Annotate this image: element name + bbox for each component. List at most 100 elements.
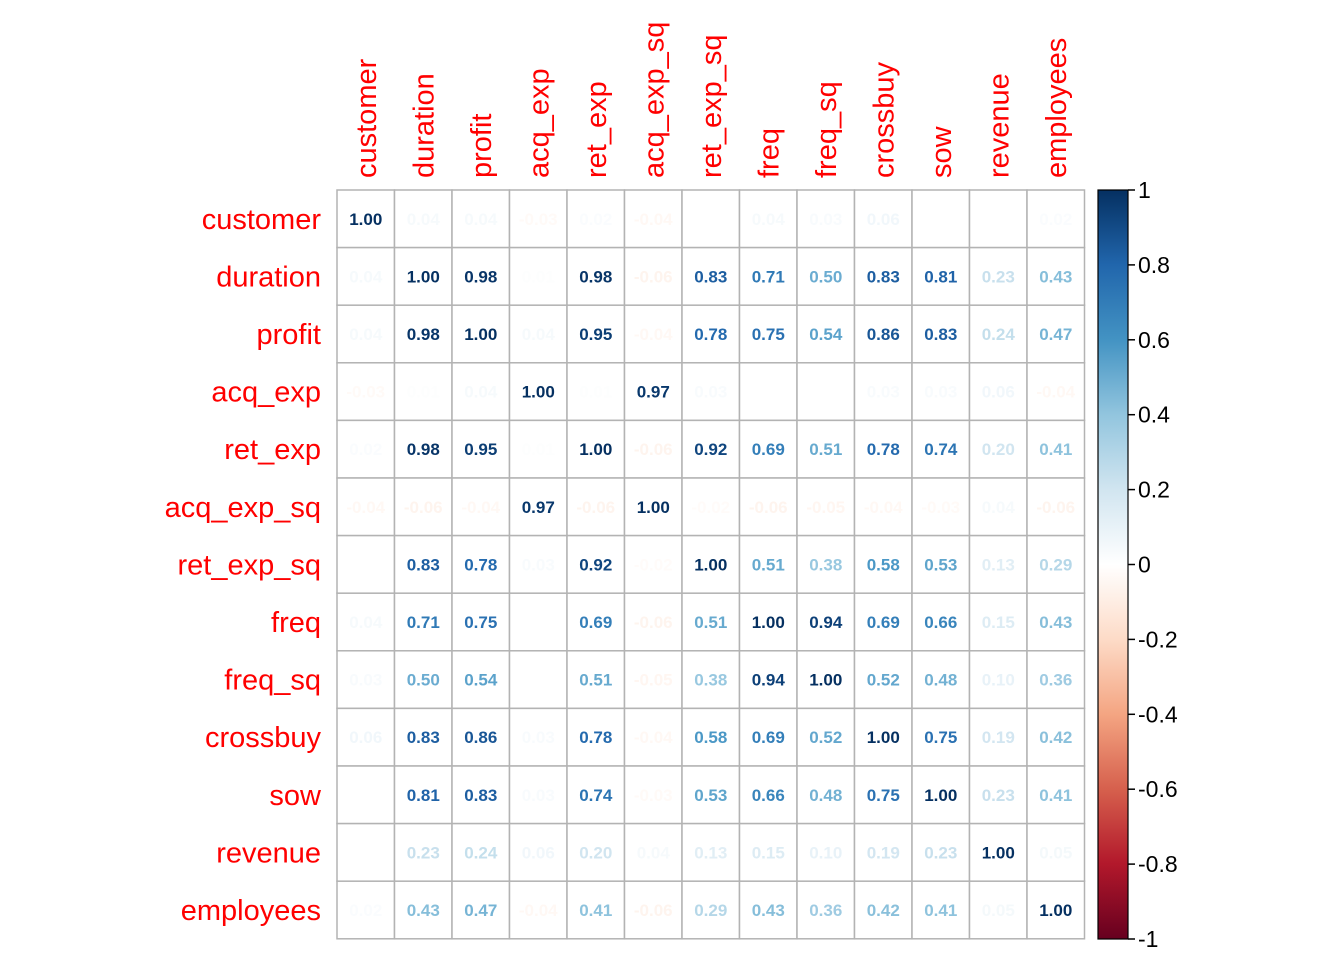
heatmap-cell [451,419,511,479]
cell-value-label: 0.01 [522,267,555,286]
cell-value-label: 0.74 [924,440,958,459]
cell-value-label: 0.83 [694,267,727,286]
heatmap-cell [623,880,683,940]
column-label: freq [753,128,785,178]
heatmap-cell [738,246,798,306]
cell-value-label: 0.75 [867,786,900,805]
column-labels: customer duration profit acq_exp ret_exp acq_… [351,22,1073,178]
cell-value-label: 0.00 [752,383,785,402]
heatmap-cell [566,477,626,537]
heatmap-cell [681,362,741,422]
cell-value-label: 0.01 [522,440,555,459]
heatmap-cell [566,304,626,364]
heatmap-cell [623,592,683,652]
heatmap-cell [336,304,396,364]
heatmap-cell [968,707,1028,767]
cell-value-label: 0.04 [349,267,383,286]
cell-value-label: 0.74 [579,786,613,805]
cell-value-label: 0.66 [752,786,785,805]
heatmap-cell [623,534,683,594]
heatmap-cell [336,246,396,306]
heatmap-cell [623,650,683,710]
cell-value-label: 0.24 [464,843,498,862]
colorbar-tick-label: 0.6 [1138,327,1170,353]
colorbar-tick-label: 0.2 [1138,477,1170,503]
cell-value-label: 0.43 [752,901,785,920]
cell-value-label: 1.00 [809,671,842,690]
colorbar-tick-label: 0.8 [1138,252,1170,278]
cell-value-label: -0.06 [634,267,673,286]
cell-value-label: -0.03 [921,498,960,517]
cell-value-label: -0.04 [634,728,673,747]
row-label: sow [269,780,322,812]
heatmap-cell [451,650,511,710]
colorbar-gradient [1097,189,1129,940]
heatmap-cell [508,246,568,306]
colorbar-tick-label: 0.4 [1138,402,1170,428]
cell-value-label: -0.04 [634,210,673,229]
heatmap-cell [681,246,741,306]
heatmap-cell [1026,534,1086,594]
cell-value-label: 0.53 [694,786,727,805]
cell-value-label: 0.47 [1039,325,1072,344]
cell-value-label: 0.03 [522,786,555,805]
heatmap-cell [508,765,568,825]
heatmap-cell [566,246,626,306]
cell-value-label: 0.83 [407,728,440,747]
colorbar-tick-label: 0 [1138,552,1151,578]
heatmap-cell [911,477,971,537]
heatmap-cell [738,822,798,882]
heatmap-cell [796,362,856,422]
heatmap-cell [393,419,453,479]
cell-value-label: 0.75 [464,613,497,632]
cell-value-label: 0.41 [1039,786,1072,805]
cell-value-label: 1.00 [694,555,727,574]
heatmap-cell [508,419,568,479]
cell-value-label: -0.05 [634,671,673,690]
heatmap-cell [623,822,683,882]
row-label: revenue [216,837,321,869]
heatmap-cell [566,880,626,940]
heatmap-cell [968,189,1028,249]
heatmap-cell [393,765,453,825]
heatmap-cell [1026,880,1086,940]
heatmap-cell [623,189,683,249]
cell-value-label: 1.00 [752,613,785,632]
cell-value-label: 0.00 [349,843,382,862]
heatmap-cell [393,707,453,767]
cell-value-label: 0.92 [579,555,612,574]
colorbar-tick-label: -0.2 [1138,626,1178,652]
cell-value-label: -0.04 [519,901,558,920]
cell-value-label: -0.06 [634,901,673,920]
heatmap-cell [1026,765,1086,825]
cell-value-label: 0.95 [579,325,612,344]
cell-value-label: 0.04 [464,210,498,229]
heatmap-cell [738,650,798,710]
row-label: duration [216,261,321,293]
heatmap-cell [336,707,396,767]
cell-value-label: 0.69 [579,613,612,632]
heatmap-cell [968,822,1028,882]
heatmap-cell [1026,419,1086,479]
cell-value-label: 0.00 [694,210,727,229]
cell-value-label: 0.00 [349,555,382,574]
cell-value-label: -0.06 [1036,498,1075,517]
cell-value-label: 0.04 [407,210,441,229]
cell-value-label: 1.00 [522,383,555,402]
cell-value-label: 1.00 [407,267,440,286]
heatmap-cell [566,822,626,882]
heatmap-cell [853,534,913,594]
cell-value-label: 0.92 [694,440,727,459]
cell-value-label: 0.13 [694,843,727,862]
cell-value-label: 0.83 [867,267,900,286]
cell-value-label: 0.78 [579,728,612,747]
heatmap-cell [681,880,741,940]
cell-value-label: 0.00 [349,786,382,805]
colorbar: 1 0.8 0.6 0.4 0.2 0 -0.2 -0.4 -0.6 -0.8 -1 [1097,177,1178,952]
cell-value-label: 1.00 [464,325,497,344]
cell-value-label: 0.51 [752,555,785,574]
heatmap-cell [796,477,856,537]
cell-value-label: 0.50 [809,267,842,286]
cell-value-label: 0.04 [982,498,1016,517]
heatmap-cell [1026,477,1086,537]
